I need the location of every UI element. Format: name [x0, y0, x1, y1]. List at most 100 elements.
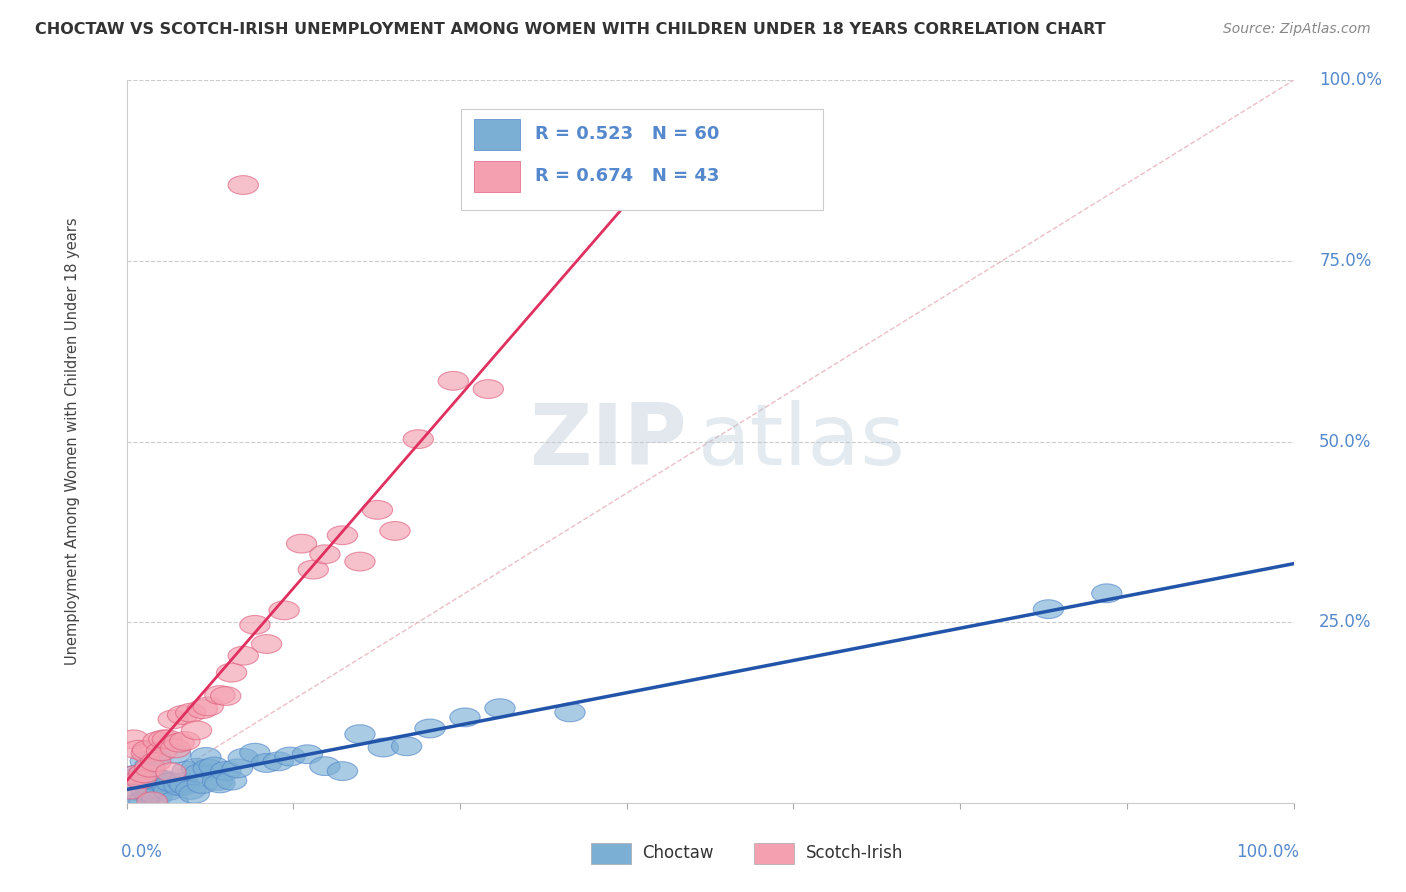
Circle shape: [176, 780, 205, 799]
Circle shape: [131, 781, 162, 800]
Circle shape: [222, 759, 253, 778]
Circle shape: [117, 772, 148, 790]
Text: R = 0.674   N = 43: R = 0.674 N = 43: [534, 168, 720, 186]
Circle shape: [292, 745, 322, 764]
Circle shape: [211, 687, 240, 706]
Circle shape: [129, 752, 160, 771]
Circle shape: [344, 725, 375, 744]
Circle shape: [176, 704, 205, 723]
Circle shape: [170, 731, 200, 750]
Circle shape: [157, 792, 188, 811]
Circle shape: [263, 752, 294, 771]
Circle shape: [167, 772, 198, 792]
Circle shape: [160, 739, 191, 758]
Circle shape: [129, 764, 159, 783]
Circle shape: [156, 763, 186, 781]
Circle shape: [240, 615, 270, 634]
Circle shape: [193, 759, 224, 778]
Circle shape: [179, 784, 209, 803]
Circle shape: [153, 781, 184, 800]
Circle shape: [165, 777, 194, 796]
Circle shape: [135, 785, 165, 804]
Circle shape: [167, 706, 198, 724]
Circle shape: [149, 730, 179, 748]
Circle shape: [143, 731, 173, 750]
Circle shape: [252, 634, 281, 654]
Text: Choctaw: Choctaw: [643, 845, 714, 863]
Text: Source: ZipAtlas.com: Source: ZipAtlas.com: [1223, 22, 1371, 37]
Circle shape: [125, 770, 156, 789]
Circle shape: [157, 710, 188, 729]
Circle shape: [328, 762, 357, 780]
Circle shape: [217, 664, 246, 682]
Circle shape: [187, 774, 218, 793]
FancyBboxPatch shape: [474, 161, 520, 192]
Circle shape: [156, 773, 186, 792]
Circle shape: [120, 765, 150, 784]
Circle shape: [127, 769, 157, 788]
FancyBboxPatch shape: [474, 120, 520, 150]
Text: 25.0%: 25.0%: [1319, 613, 1372, 632]
Circle shape: [149, 771, 179, 789]
Circle shape: [191, 747, 221, 766]
Text: 0.0%: 0.0%: [121, 843, 163, 861]
Circle shape: [555, 703, 585, 722]
Circle shape: [439, 371, 468, 390]
Circle shape: [121, 765, 150, 785]
Circle shape: [135, 758, 165, 777]
Circle shape: [198, 757, 229, 776]
Circle shape: [450, 708, 479, 727]
Text: ZIP: ZIP: [529, 400, 686, 483]
Circle shape: [142, 787, 172, 805]
Circle shape: [152, 778, 183, 797]
Text: 100.0%: 100.0%: [1319, 71, 1382, 89]
Circle shape: [124, 740, 153, 759]
Circle shape: [170, 776, 200, 795]
Circle shape: [181, 758, 212, 777]
Circle shape: [141, 748, 172, 767]
Circle shape: [132, 768, 163, 787]
Text: atlas: atlas: [699, 400, 907, 483]
Text: R = 0.523   N = 60: R = 0.523 N = 60: [534, 126, 720, 144]
Circle shape: [211, 762, 240, 780]
Circle shape: [228, 748, 259, 767]
Circle shape: [118, 730, 149, 748]
Circle shape: [269, 601, 299, 620]
Circle shape: [187, 699, 218, 719]
Circle shape: [129, 792, 159, 811]
FancyBboxPatch shape: [755, 843, 794, 863]
Circle shape: [309, 756, 340, 775]
Circle shape: [344, 552, 375, 571]
Circle shape: [146, 742, 177, 761]
Text: 100.0%: 100.0%: [1236, 843, 1299, 861]
Circle shape: [1091, 584, 1122, 603]
Circle shape: [152, 730, 183, 748]
Circle shape: [202, 772, 233, 790]
Circle shape: [228, 647, 259, 665]
Circle shape: [474, 380, 503, 399]
Circle shape: [125, 792, 156, 811]
Circle shape: [146, 771, 177, 789]
Circle shape: [298, 560, 329, 579]
Y-axis label: Unemployment Among Women with Children Under 18 years: Unemployment Among Women with Children U…: [65, 218, 80, 665]
Circle shape: [141, 753, 172, 772]
Circle shape: [132, 740, 163, 759]
Circle shape: [328, 526, 357, 545]
Circle shape: [274, 747, 305, 766]
Circle shape: [485, 698, 515, 717]
Circle shape: [124, 767, 153, 786]
Circle shape: [287, 534, 316, 553]
Circle shape: [1033, 599, 1063, 618]
Circle shape: [186, 764, 215, 782]
Circle shape: [368, 738, 398, 757]
Circle shape: [205, 686, 235, 705]
Circle shape: [193, 698, 224, 716]
Circle shape: [228, 176, 259, 194]
Text: 75.0%: 75.0%: [1319, 252, 1372, 270]
Circle shape: [415, 719, 446, 738]
Circle shape: [160, 744, 191, 763]
FancyBboxPatch shape: [591, 843, 631, 863]
Circle shape: [309, 545, 340, 564]
Circle shape: [205, 774, 235, 793]
Text: 50.0%: 50.0%: [1319, 433, 1372, 450]
